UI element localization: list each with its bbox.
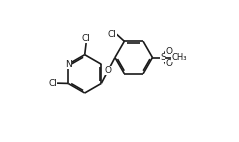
- Text: N: N: [65, 60, 71, 69]
- Text: S: S: [160, 53, 166, 62]
- Text: O: O: [105, 66, 112, 75]
- Text: Cl: Cl: [82, 34, 91, 43]
- Text: Cl: Cl: [108, 30, 117, 39]
- Text: O: O: [165, 47, 172, 56]
- Text: CH₃: CH₃: [172, 53, 187, 62]
- Text: O: O: [165, 59, 172, 68]
- Text: Cl: Cl: [48, 79, 57, 88]
